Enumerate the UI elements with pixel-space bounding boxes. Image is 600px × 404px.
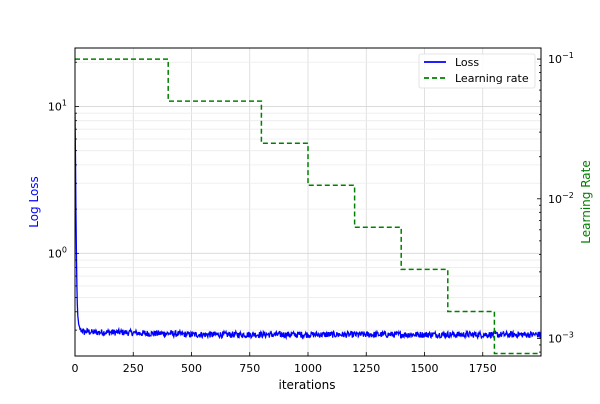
x-axis-label: iterations (279, 378, 336, 392)
tick-layer: 0 250 500 750 1000 1250 1500 1750 100 101 10−3 10−2… (48, 51, 574, 375)
x-tick-label: 750 (239, 362, 260, 375)
y-axis-label-right: Learning Rate (579, 160, 593, 243)
legend-label-loss: Loss (455, 56, 479, 69)
legend: Loss Learning rate (418, 53, 536, 89)
series-layer (75, 58, 541, 355)
y-right-tick-label: 10−3 (548, 331, 574, 346)
legend-box (418, 53, 536, 89)
x-tick-label: 500 (181, 362, 202, 375)
y-left-tick-label: 100 (48, 245, 67, 260)
x-tick-label: 1750 (469, 362, 497, 375)
learning-rate-series-line (75, 58, 541, 355)
x-tick-label: 1250 (352, 362, 380, 375)
y-left-tick-label: 101 (48, 98, 67, 113)
x-tick-label: 1000 (294, 362, 322, 375)
loss-series-line (75, 112, 541, 341)
y-right-tick-label: 10−2 (548, 191, 574, 206)
x-tick-label: 250 (123, 362, 144, 375)
x-tick-label: 1500 (411, 362, 439, 375)
y-axis-label-left: Log Loss (27, 176, 41, 228)
y-right-tick-label: 10−1 (548, 51, 574, 66)
legend-label-learning-rate: Learning rate (455, 72, 529, 85)
x-tick-label: 0 (72, 362, 79, 375)
